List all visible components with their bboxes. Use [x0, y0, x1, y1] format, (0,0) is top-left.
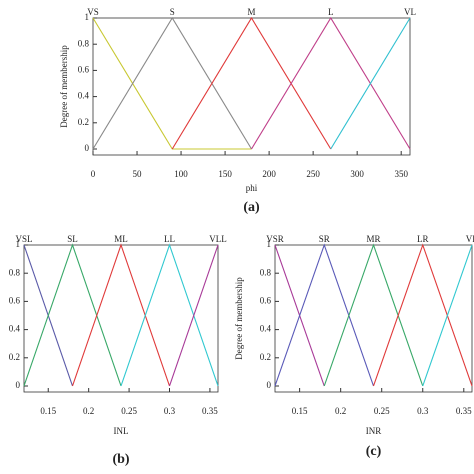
membership-line [422, 244, 473, 387]
x-tick-label: 0.35 [202, 406, 218, 416]
y-tick-label: 0.8 [260, 267, 272, 277]
y-tick-label: 0 [85, 143, 90, 153]
plot-frame [23, 244, 219, 393]
y-tick-label: 0 [267, 380, 272, 390]
series-label: VLL [209, 234, 227, 244]
y-tick-label: 0.6 [9, 295, 21, 305]
x-axis-label: INR [366, 426, 382, 436]
x-tick-label: 250 [306, 169, 320, 179]
membership-line [323, 243, 424, 387]
y-tick-label: 1 [267, 239, 272, 249]
x-tick-label: 0.2 [335, 406, 346, 416]
x-axis-label: phi [246, 183, 258, 193]
membership-line [274, 243, 375, 387]
x-tick-label: 0.2 [83, 406, 94, 416]
series-label: VS [87, 7, 99, 17]
caption: (c) [366, 444, 382, 459]
series-label: SR [319, 234, 330, 244]
y-tick-label: 0 [16, 380, 21, 390]
membership-line [251, 16, 411, 150]
y-axis-label: Degree of membership [59, 45, 69, 128]
y-tick-label: 0.2 [9, 352, 20, 362]
x-axis-label: INL [114, 426, 129, 436]
membership-line [168, 244, 219, 387]
x-tick-label: 0.25 [374, 406, 390, 416]
membership-line [71, 243, 171, 387]
series-label: VR [466, 234, 474, 244]
series-label: LL [164, 234, 175, 244]
membership-line [23, 243, 122, 387]
series-label: SL [67, 234, 78, 244]
caption: (a) [243, 200, 260, 215]
y-tick-label: 0.4 [260, 324, 272, 334]
membership-line [171, 16, 332, 150]
membership-line [92, 17, 252, 150]
plot-frame [92, 17, 411, 156]
y-tick-label: 1 [85, 12, 90, 22]
x-tick-label: 0.15 [40, 406, 56, 416]
y-tick-label: 1 [16, 239, 21, 249]
membership-line [330, 17, 411, 150]
y-tick-label: 0.8 [78, 38, 90, 48]
series-label: L [328, 7, 334, 17]
x-tick-label: 0.15 [292, 406, 308, 416]
x-tick-label: 0.25 [121, 406, 137, 416]
y-axis-label: Degree of membership [234, 277, 244, 360]
x-tick-label: 350 [394, 169, 408, 179]
y-tick-label: 0.4 [9, 324, 21, 334]
series-label: M [247, 7, 255, 17]
series-label: MR [366, 234, 380, 244]
series-label: VL [404, 7, 416, 17]
membership-line [92, 16, 252, 150]
y-tick-label: 0.6 [78, 64, 90, 74]
x-tick-label: 0.3 [417, 406, 429, 416]
x-tick-label: 50 [133, 169, 143, 179]
x-tick-label: 0.35 [456, 406, 472, 416]
y-tick-label: 0.2 [260, 352, 271, 362]
x-tick-label: 0.3 [164, 406, 176, 416]
x-tick-label: 150 [218, 169, 232, 179]
x-tick-label: 100 [174, 169, 188, 179]
series-label: S [170, 7, 175, 17]
y-tick-label: 0.8 [9, 267, 21, 277]
membership-line [120, 243, 219, 387]
series-label: LR [417, 234, 429, 244]
x-tick-label: 200 [262, 169, 276, 179]
series-label: ML [114, 234, 128, 244]
x-tick-label: 300 [350, 169, 364, 179]
x-tick-label: 0 [91, 169, 96, 179]
plot-frame [274, 244, 473, 393]
caption: (b) [112, 452, 129, 467]
y-tick-label: 0.4 [78, 91, 90, 101]
y-tick-label: 0.2 [78, 117, 89, 127]
series-label: VSL [15, 234, 32, 244]
membership-line [372, 243, 473, 387]
series-label: VSR [266, 234, 284, 244]
y-tick-label: 0.6 [260, 295, 272, 305]
